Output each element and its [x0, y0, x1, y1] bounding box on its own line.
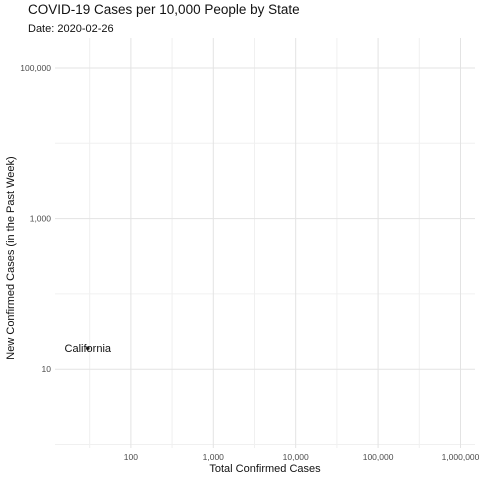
grid-lines: [55, 38, 475, 448]
x-tick-label: 100,000: [363, 452, 394, 462]
y-tick-label: 1,000: [30, 214, 52, 224]
data-point-label: California: [65, 343, 112, 355]
y-axis-ticks: 10 1,000 100,000: [20, 63, 51, 374]
data-points: California: [65, 343, 112, 355]
chart-subtitle: Date: 2020-02-26: [28, 23, 114, 35]
data-point: [85, 346, 90, 351]
x-tick-label: 1,000,000: [442, 452, 480, 462]
y-axis-label: New Confirmed Cases (in the Past Week): [5, 156, 17, 359]
x-axis-label: Total Confirmed Cases: [209, 463, 321, 475]
chart-title: COVID-19 Cases per 10,000 People by Stat…: [28, 2, 300, 17]
x-axis-ticks: 100 1,000 10,000 100,000 1,000,000: [124, 452, 480, 462]
y-tick-label: 100,000: [20, 63, 51, 73]
x-tick-label: 10,000: [283, 452, 309, 462]
x-tick-label: 100: [124, 452, 138, 462]
y-tick-label: 10: [42, 364, 52, 374]
x-tick-label: 1,000: [203, 452, 225, 462]
